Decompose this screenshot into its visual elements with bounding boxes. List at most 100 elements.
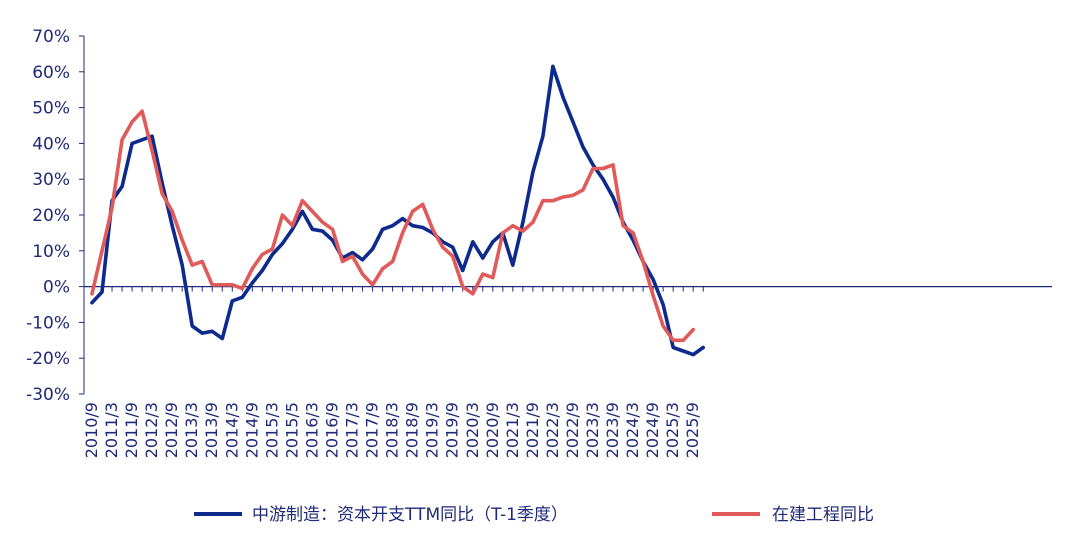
- data-point: [571, 120, 575, 124]
- y-tick-label: 0%: [43, 278, 70, 298]
- data-point: [260, 252, 264, 256]
- data-point: [441, 245, 445, 249]
- legend-label: 在建工程同比: [772, 505, 874, 525]
- data-point: [681, 349, 685, 353]
- data-point: [180, 238, 184, 242]
- data-point: [661, 324, 665, 328]
- x-tick-label: 2025/3: [663, 402, 682, 458]
- x-tick-label: 2014/9: [242, 402, 261, 458]
- data-point: [651, 277, 655, 281]
- data-point: [691, 328, 695, 332]
- y-tick-label: -10%: [26, 313, 70, 333]
- data-point: [340, 259, 345, 264]
- data-point: [611, 195, 615, 199]
- data-point: [160, 191, 164, 196]
- data-point: [260, 268, 264, 273]
- series-layer: [90, 64, 706, 357]
- data-point: [671, 345, 675, 350]
- y-axis: 70% 60% 50% 40% 30% 20% 10% 0% -10% -20% -30%: [26, 27, 85, 405]
- y-tick-label: 50%: [32, 99, 70, 119]
- data-point: [360, 272, 365, 276]
- series-line-1: [90, 64, 706, 357]
- data-point: [591, 163, 595, 167]
- x-tick-label: 2013/9: [202, 402, 221, 458]
- data-point: [300, 199, 304, 203]
- data-point: [100, 290, 104, 294]
- data-point: [421, 202, 425, 206]
- data-point: [220, 283, 224, 287]
- data-point: [90, 292, 94, 296]
- data-point: [401, 231, 405, 235]
- data-point: [210, 329, 214, 333]
- data-point: [200, 331, 204, 335]
- data-point: [581, 188, 585, 192]
- data-point: [230, 299, 234, 303]
- data-point: [491, 276, 495, 280]
- y-tick-label: 70%: [32, 27, 70, 47]
- data-point: [330, 227, 335, 231]
- data-point: [270, 252, 274, 256]
- x-tick-label: 2020/3: [463, 402, 482, 458]
- x-tick-label: 2019/3: [423, 402, 442, 458]
- data-point: [641, 259, 645, 264]
- x-tick-label: 2020/9: [483, 402, 502, 458]
- data-point: [150, 134, 154, 138]
- x-tick-label: 2016/9: [322, 402, 341, 458]
- x-tick-label: 2023/9: [603, 402, 622, 458]
- x-tick-label: 2012/9: [162, 402, 181, 458]
- data-point: [130, 141, 134, 145]
- data-point: [200, 259, 204, 264]
- x-tick-label: 2024/9: [643, 402, 662, 458]
- x-tick-label: 2011/3: [102, 402, 121, 458]
- data-point: [461, 268, 465, 273]
- data-point: [120, 138, 124, 142]
- data-point: [501, 231, 505, 235]
- data-point: [310, 227, 314, 231]
- data-point: [531, 220, 535, 224]
- data-point: [691, 353, 695, 357]
- x-tick-label: 2011/9: [122, 402, 141, 458]
- data-point: [601, 166, 605, 171]
- x-tick-label: 2023/3: [583, 402, 602, 458]
- data-point: [681, 338, 685, 342]
- data-point: [290, 224, 294, 228]
- data-point: [250, 267, 254, 271]
- data-point: [330, 238, 335, 242]
- data-point: [421, 225, 425, 230]
- data-point: [431, 227, 435, 231]
- data-point: [581, 145, 585, 149]
- data-point: [531, 170, 535, 174]
- data-point: [551, 64, 555, 68]
- x-tick-label: 2012/3: [142, 402, 161, 458]
- data-point: [561, 95, 565, 99]
- x-tick-label: 2018/3: [383, 402, 402, 458]
- data-point: [561, 195, 565, 199]
- data-point: [541, 134, 545, 138]
- data-point: [310, 209, 314, 213]
- y-tick-label: 30%: [32, 170, 70, 190]
- data-point: [381, 267, 385, 271]
- data-point: [661, 302, 665, 307]
- data-point: [240, 295, 244, 299]
- data-point: [551, 199, 555, 203]
- x-tick-label: 2010/9: [82, 402, 101, 458]
- data-point: [210, 283, 214, 287]
- data-point: [170, 224, 174, 228]
- data-point: [320, 229, 325, 233]
- data-point: [461, 285, 465, 289]
- data-point: [511, 263, 515, 267]
- legend-label: 中游制造：资本开支TTM同比（T-1季度）: [252, 505, 568, 525]
- data-point: [651, 294, 655, 298]
- x-tick-label: 2022/9: [563, 402, 582, 458]
- data-point: [120, 184, 124, 188]
- data-point: [471, 292, 475, 296]
- data-point: [451, 245, 455, 249]
- data-point: [140, 138, 144, 142]
- data-point: [481, 256, 485, 260]
- x-tick-label: 2025/9: [683, 402, 702, 458]
- data-point: [631, 231, 635, 235]
- y-tick-label: 10%: [32, 242, 70, 262]
- data-point: [521, 229, 525, 233]
- data-point: [451, 254, 455, 258]
